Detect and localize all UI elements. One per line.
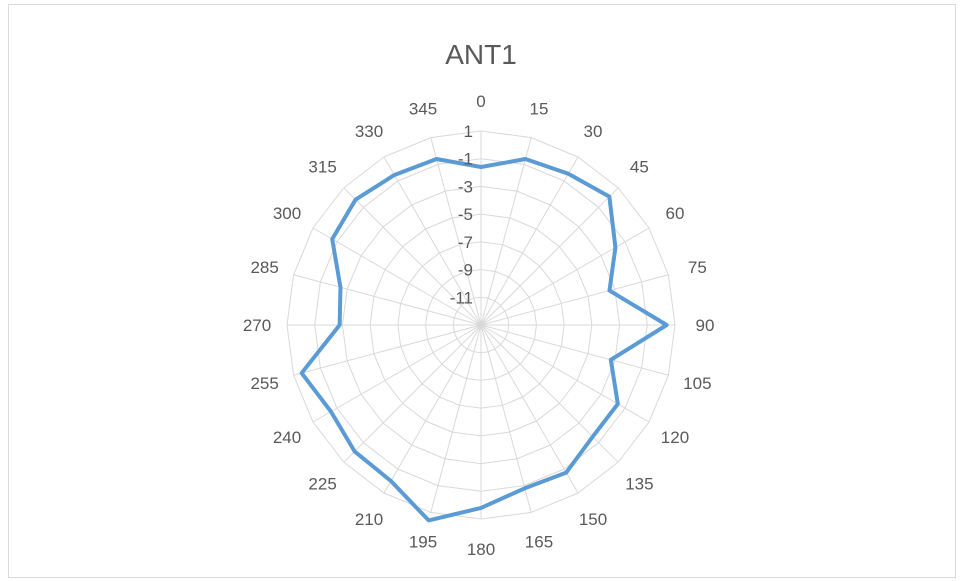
grid-spoke xyxy=(312,227,482,326)
angle-label: 225 xyxy=(308,474,336,493)
angle-label: 240 xyxy=(273,428,301,447)
angle-label: 315 xyxy=(308,158,336,177)
angle-label: 150 xyxy=(579,510,607,529)
grid-spoke xyxy=(312,324,482,423)
chart-title: ANT1 xyxy=(445,39,517,70)
angle-label: 180 xyxy=(467,540,495,559)
grid-spoke xyxy=(480,324,579,494)
grid-spoke xyxy=(480,324,669,376)
ring-labels: -11-9-7-5-3-11 xyxy=(450,122,473,307)
angle-label: 165 xyxy=(525,532,553,551)
angle-label: 75 xyxy=(688,258,707,277)
ring-tick-label: -11 xyxy=(450,288,473,307)
angle-label: 210 xyxy=(355,510,383,529)
angle-label: 255 xyxy=(250,374,278,393)
grid-spoke xyxy=(480,324,532,513)
angle-label: 15 xyxy=(530,100,549,119)
angle-label: 120 xyxy=(661,428,689,447)
chart-frame: ANT1 0 15 30 45 60 75 90 105 120 135 150 165 180 195 2… xyxy=(8,4,956,578)
angle-label: 45 xyxy=(630,158,649,177)
grid-spoke xyxy=(480,137,532,326)
grid-spoke xyxy=(293,324,482,376)
angle-label: 300 xyxy=(273,204,301,223)
angle-label: 285 xyxy=(250,258,278,277)
ring-tick-label: -3 xyxy=(458,177,473,196)
angle-label: 330 xyxy=(355,122,383,141)
grid-spoke xyxy=(480,324,619,463)
ring-tick-label: 1 xyxy=(464,122,473,141)
angle-label: 270 xyxy=(243,316,271,335)
angle-label: 135 xyxy=(625,474,653,493)
angle-label: 90 xyxy=(696,316,715,335)
angle-label: 60 xyxy=(666,204,685,223)
ring-tick-label: -7 xyxy=(458,233,473,252)
grid-spoke xyxy=(480,324,650,423)
grid xyxy=(286,130,676,520)
angle-label: 30 xyxy=(584,122,603,141)
grid-spoke xyxy=(293,274,482,326)
grid-spoke xyxy=(480,274,669,326)
series-line xyxy=(299,157,669,523)
grid-spoke xyxy=(343,187,482,326)
grid-spoke xyxy=(480,187,619,326)
grid-spoke xyxy=(383,156,482,326)
ring-tick-label: -5 xyxy=(458,205,473,224)
angle-labels: 0 15 30 45 60 75 90 105 120 135 150 165 180 195 210 225… xyxy=(243,92,715,559)
ring-tick-label: -1 xyxy=(458,150,473,169)
angle-label: 105 xyxy=(683,374,711,393)
angle-label: 0 xyxy=(476,92,485,111)
grid-spoke xyxy=(430,324,482,513)
ring-tick-label: -9 xyxy=(458,261,473,280)
angle-label: 195 xyxy=(409,532,437,551)
series-layer xyxy=(299,157,669,523)
grid-spoke xyxy=(383,324,482,494)
grid-spoke xyxy=(343,324,482,463)
grid-spoke xyxy=(480,227,650,326)
grid-spoke xyxy=(430,137,482,326)
grid-spoke xyxy=(480,156,579,326)
angle-label: 345 xyxy=(409,100,437,119)
radar-chart: ANT1 0 15 30 45 60 75 90 105 120 135 150 165 180 195 2… xyxy=(243,39,715,559)
